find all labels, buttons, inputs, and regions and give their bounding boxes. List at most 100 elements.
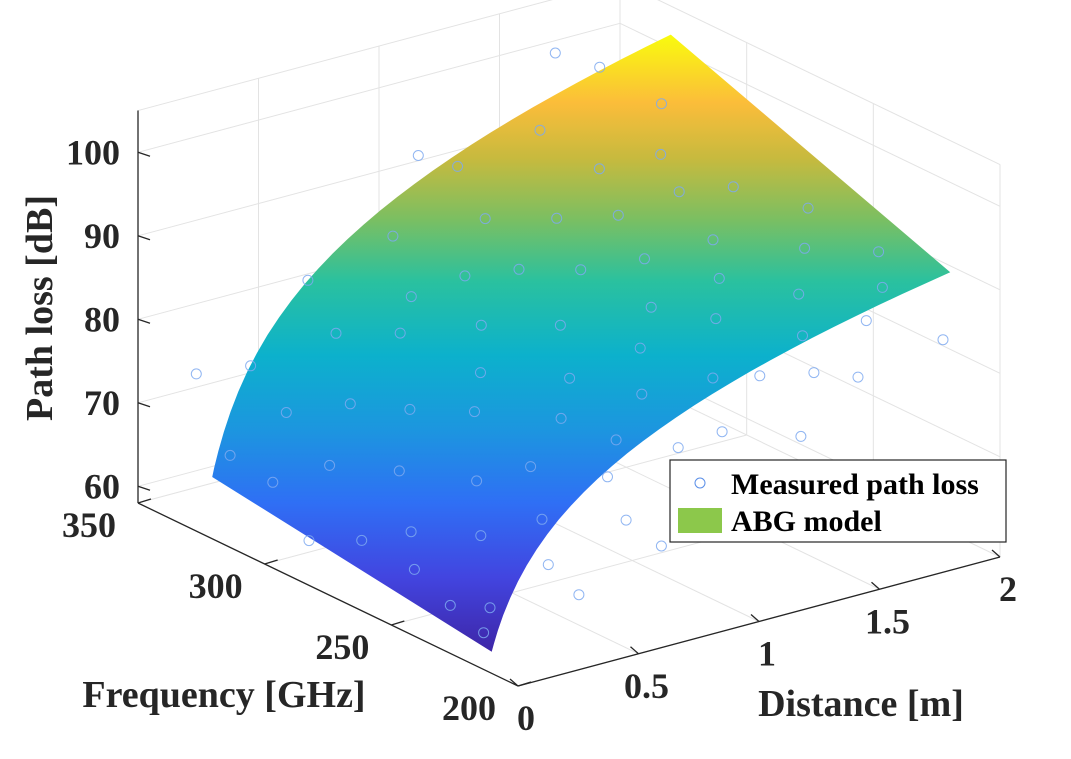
y-tick-mark bbox=[264, 559, 278, 565]
measured-point bbox=[672, 442, 684, 454]
measured-point bbox=[795, 430, 807, 442]
measured-point bbox=[513, 263, 525, 275]
measured-point bbox=[873, 246, 885, 258]
box-edge bbox=[657, 0, 1001, 166]
measured-point bbox=[797, 330, 808, 342]
measured-point bbox=[475, 319, 487, 331]
z-tick-label: 100 bbox=[66, 132, 120, 172]
measured-point bbox=[408, 563, 420, 575]
measured-point bbox=[713, 272, 725, 284]
abg-surface bbox=[212, 34, 951, 652]
measured-point bbox=[245, 360, 257, 372]
z-tick-label: 70 bbox=[84, 383, 120, 423]
x-tick-label: 0.5 bbox=[624, 666, 669, 706]
measured-point bbox=[471, 475, 483, 487]
measured-point bbox=[876, 281, 888, 293]
measured-point bbox=[656, 98, 667, 110]
z-tick-mark bbox=[137, 151, 151, 157]
measured-point bbox=[469, 406, 480, 418]
y-axis-line bbox=[137, 502, 519, 687]
measured-point bbox=[612, 209, 624, 221]
measured-point bbox=[525, 461, 537, 473]
legend-swatch-icon bbox=[678, 508, 722, 533]
measured-point bbox=[484, 602, 496, 614]
x-tick-mark bbox=[630, 646, 639, 655]
x-tick-label: 1 bbox=[758, 634, 776, 674]
x-axis-label: Distance [m] bbox=[758, 683, 964, 725]
measured-point bbox=[634, 342, 646, 354]
measured-point bbox=[393, 465, 405, 477]
y-tick-label: 250 bbox=[315, 627, 369, 667]
legend-box bbox=[669, 459, 1007, 543]
measured-point bbox=[937, 334, 949, 346]
y-axis-label: Frequency [GHz] bbox=[82, 674, 365, 716]
measured-point bbox=[405, 291, 417, 303]
y-tick-mark bbox=[391, 620, 405, 626]
measured-point bbox=[452, 160, 464, 172]
measured-point bbox=[224, 449, 236, 461]
legend-circle-icon bbox=[694, 477, 706, 489]
y-tick-mark bbox=[137, 498, 152, 504]
measured-point bbox=[405, 526, 417, 538]
z-tick-mark bbox=[137, 485, 151, 491]
measured-points bbox=[190, 47, 949, 639]
z-tick-mark bbox=[137, 402, 151, 408]
measured-point bbox=[754, 370, 766, 382]
measured-point bbox=[852, 371, 864, 383]
x-tick-mark bbox=[871, 581, 880, 590]
x-tick-mark bbox=[991, 549, 1001, 558]
measured-point bbox=[602, 471, 613, 483]
measured-point bbox=[655, 540, 667, 552]
x-tick-label: 1.5 bbox=[865, 601, 910, 641]
measured-point bbox=[636, 388, 648, 400]
measured-point bbox=[673, 186, 685, 198]
measured-point bbox=[793, 288, 805, 300]
measured-point bbox=[536, 513, 548, 525]
x-tick-label: 0 bbox=[517, 698, 535, 738]
measured-point bbox=[459, 270, 471, 282]
measured-point bbox=[808, 367, 820, 379]
measured-point bbox=[707, 234, 719, 246]
tick-labels: 60 70 80 90 100 200 250 300 350 0 0.5 1 1.5 2 bbox=[62, 132, 1017, 738]
measured-point bbox=[555, 412, 567, 424]
measured-point bbox=[542, 559, 554, 571]
measured-point bbox=[620, 514, 632, 526]
axes bbox=[137, 110, 1001, 687]
measured-point bbox=[404, 403, 416, 415]
measured-point bbox=[302, 274, 314, 286]
z-axis-label: Path loss [dB] bbox=[19, 195, 61, 421]
measured-point bbox=[479, 213, 491, 225]
measured-point bbox=[356, 534, 368, 546]
measured-point bbox=[534, 124, 546, 136]
measured-point bbox=[645, 301, 657, 313]
measured-point bbox=[324, 459, 336, 471]
y-tick-label: 200 bbox=[442, 688, 496, 728]
measured-point bbox=[267, 476, 279, 488]
measured-point bbox=[707, 372, 719, 384]
measured-point bbox=[860, 315, 872, 327]
legend-entry-measured: Measured path loss bbox=[731, 468, 979, 501]
grid-line bbox=[137, 22, 621, 153]
measured-point bbox=[412, 150, 424, 161]
x-tick-mark bbox=[750, 614, 760, 622]
measured-point bbox=[387, 230, 399, 242]
measured-point bbox=[551, 212, 563, 224]
y-tick-label: 300 bbox=[189, 566, 243, 606]
measured-point bbox=[280, 407, 292, 418]
measured-point bbox=[475, 367, 486, 379]
z-tick-label: 90 bbox=[84, 216, 120, 256]
measured-point bbox=[564, 372, 576, 384]
z-tick-mark bbox=[137, 235, 151, 241]
measured-point bbox=[444, 599, 456, 611]
measured-point bbox=[478, 627, 490, 639]
measured-point bbox=[727, 181, 739, 193]
measured-point bbox=[716, 426, 728, 438]
box-edge bbox=[137, 0, 553, 112]
z-tick-label: 80 bbox=[84, 299, 120, 339]
measured-point bbox=[303, 535, 315, 547]
measured-point bbox=[710, 313, 722, 325]
y-tick-label: 350 bbox=[62, 505, 116, 545]
measured-point bbox=[330, 327, 342, 339]
